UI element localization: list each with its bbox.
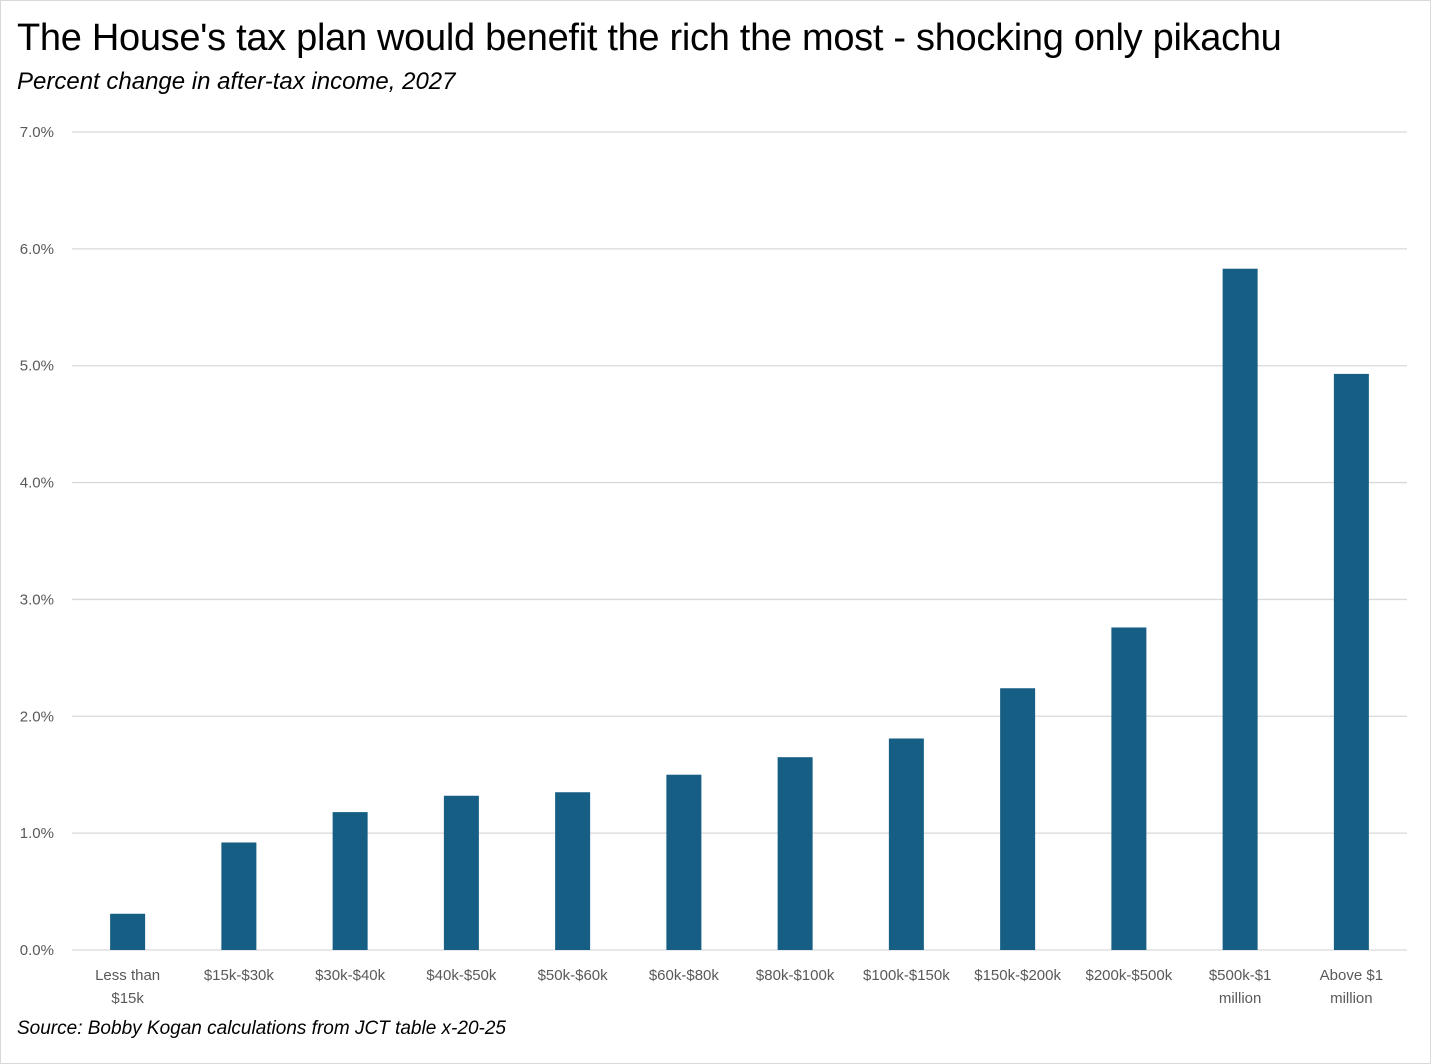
- bar: [1111, 627, 1147, 950]
- x-tick-label: $30k-$40k: [315, 967, 386, 984]
- y-tick-label: 1.0%: [20, 825, 54, 842]
- x-tick-label: $15k-$30k: [204, 967, 275, 984]
- x-tick-label: Above $1: [1320, 967, 1383, 984]
- x-tick-label: $80k-$100k: [756, 967, 835, 984]
- bar: [221, 842, 257, 950]
- bar: [888, 738, 924, 950]
- x-tick-label: $15k: [111, 990, 144, 1007]
- x-tick-label: $100k-$150k: [863, 967, 950, 984]
- chart-title: The House's tax plan would benefit the r…: [17, 17, 1282, 59]
- bar: [443, 795, 479, 950]
- y-tick-label: 7.0%: [20, 124, 54, 141]
- y-axis: 0.0% 1.0% 2.0% 3.0% 4.0% 5.0% 6.0% 7.0%: [20, 124, 54, 959]
- y-tick-label: 0.0%: [20, 942, 54, 959]
- y-tick-label: 3.0%: [20, 591, 54, 608]
- bar: [1222, 268, 1258, 950]
- bar: [332, 812, 368, 950]
- x-tick-label: million: [1330, 990, 1373, 1007]
- x-tick-label: $60k-$80k: [649, 967, 720, 984]
- bar: [110, 913, 146, 950]
- bar: [1000, 688, 1036, 950]
- y-tick-label: 6.0%: [20, 241, 54, 258]
- chart-subtitle: Percent change in after-tax income, 2027: [17, 68, 456, 95]
- x-tick-label: $500k-$1: [1209, 967, 1272, 984]
- x-tick-label: $150k-$200k: [974, 967, 1061, 984]
- bar: [777, 757, 813, 950]
- gridlines: [72, 131, 1407, 951]
- bar: [1333, 373, 1369, 950]
- x-tick-label: million: [1219, 990, 1262, 1007]
- x-tick-label: $50k-$60k: [538, 967, 609, 984]
- bar: [555, 792, 591, 950]
- x-axis: Less than $15k $15k-$30k $30k-$40k $40k-$50k…: [95, 967, 1383, 1007]
- x-tick-label: $40k-$50k: [426, 967, 497, 984]
- bar: [666, 774, 702, 950]
- x-tick-label: Less than: [95, 967, 160, 984]
- bars: [110, 268, 1369, 950]
- x-tick-label: $200k-$500k: [1086, 967, 1173, 984]
- y-tick-label: 4.0%: [20, 475, 54, 492]
- y-tick-label: 2.0%: [20, 708, 54, 725]
- y-tick-label: 5.0%: [20, 358, 54, 375]
- chart-source: Source: Bobby Kogan calculations from JC…: [17, 1018, 506, 1039]
